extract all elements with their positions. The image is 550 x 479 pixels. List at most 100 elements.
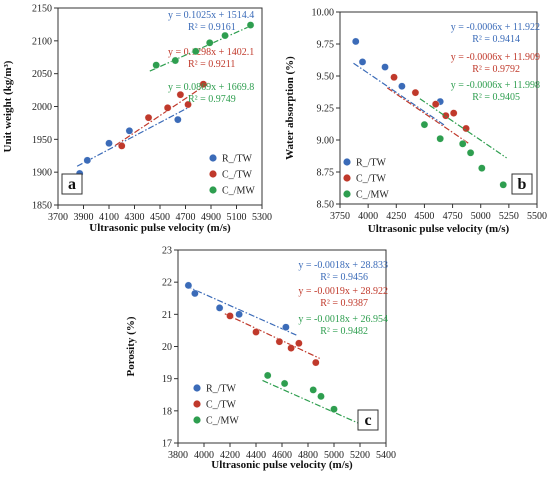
y-tick-label: 22 xyxy=(162,278,172,289)
equation-label: y = -0.0019x + 28.922 xyxy=(298,286,388,297)
legend-entry: C_/TW xyxy=(356,174,387,185)
data-point xyxy=(499,180,508,189)
y-tick-label: 8.50 xyxy=(317,200,335,211)
x-axis-title: Ultrasonic pulse velocity (m/s) xyxy=(211,459,353,471)
panel-letter: a xyxy=(68,176,76,193)
r-squared-label: R² = 0.9482 xyxy=(320,326,368,337)
data-point xyxy=(309,386,318,394)
x-tick-label: 4750 xyxy=(443,211,463,222)
r-squared-label: R² = 0.9405 xyxy=(472,92,520,103)
data-point xyxy=(330,405,338,414)
y-axis-title: Water absorption (%) xyxy=(284,56,296,160)
y-tick-label: 2100 xyxy=(32,36,52,47)
data-point xyxy=(436,134,444,143)
data-point xyxy=(317,392,325,401)
trend-line xyxy=(262,379,366,427)
data-point xyxy=(152,61,160,69)
data-point xyxy=(205,39,214,47)
y-tick-label: 9.25 xyxy=(317,104,335,115)
data-point xyxy=(458,140,467,148)
data-point xyxy=(462,124,470,133)
y-tick-label: 19 xyxy=(162,374,172,385)
data-point xyxy=(442,111,450,120)
data-point xyxy=(221,31,229,40)
data-point xyxy=(215,304,224,312)
trend-line xyxy=(76,107,189,167)
data-point xyxy=(125,126,134,135)
r-squared-label: R² = 0.9456 xyxy=(320,272,368,283)
x-tick-label: 4700 xyxy=(176,212,196,223)
x-tick-label: 4900 xyxy=(201,212,221,223)
y-axis-title: Porosity (%) xyxy=(125,316,137,376)
y-tick-label: 20 xyxy=(162,342,172,353)
data-point xyxy=(184,281,193,290)
plot-frame xyxy=(177,249,387,444)
y-tick-label: 2000 xyxy=(32,102,52,113)
legend-entry: R_/TW xyxy=(356,158,387,169)
chart-panel-b: 3750 4000 4250 4500 4750 5000 5250 5500 8.50 8.75… xyxy=(284,8,547,236)
legend-marker xyxy=(193,416,201,424)
data-point xyxy=(398,82,406,91)
data-point xyxy=(282,323,290,332)
x-tick-label: 5250 xyxy=(499,211,519,222)
x-tick-label: 5100 xyxy=(227,212,247,223)
data-point xyxy=(263,371,272,380)
legend-entry: C_/MW xyxy=(206,416,239,427)
data-point xyxy=(184,100,192,109)
legend-marker xyxy=(193,400,201,408)
data-point xyxy=(252,328,260,336)
data-point xyxy=(466,148,475,157)
y-tick-label: 18 xyxy=(162,406,172,417)
data-point xyxy=(117,142,126,150)
data-point xyxy=(295,339,303,348)
equation-label: y = 0.0869x + 1669.8 xyxy=(168,82,254,93)
legend-marker xyxy=(343,190,351,198)
data-point xyxy=(83,156,92,165)
legend-marker xyxy=(193,384,201,392)
y-tick-label: 10.00 xyxy=(312,8,335,19)
chart-panel-c: 3800 4000 4200 4400 4600 4800 5000 5200 5400 17 18… xyxy=(125,246,396,472)
x-tick-label: 5000 xyxy=(324,450,344,461)
y-tick-label: 9.00 xyxy=(317,136,335,147)
equation-label: y = 0.1298x + 1402.1 xyxy=(168,47,254,58)
data-point xyxy=(280,379,289,388)
r-squared-label: R² = 0.9211 xyxy=(188,59,235,70)
x-axis-title: Ultrasonic pulse velocity (m/s) xyxy=(368,223,510,235)
trend-line xyxy=(185,285,298,337)
x-tick-label: 5000 xyxy=(471,211,491,222)
y-tick-label: 1950 xyxy=(32,135,52,146)
panel-letter-box xyxy=(511,173,533,195)
y-tick-label: 9.75 xyxy=(317,40,335,51)
data-point xyxy=(105,139,113,148)
equation-label: y = -0.0006x + 11.998 xyxy=(451,80,540,91)
x-tick-label: 3700 xyxy=(48,212,68,223)
data-point xyxy=(226,312,234,320)
y-axis-title: Unit weight (kg/m³) xyxy=(2,60,14,152)
r-squared-label: R² = 0.9749 xyxy=(188,94,236,105)
x-tick-label: 5500 xyxy=(527,211,547,222)
x-tick-label: 3750 xyxy=(330,211,350,222)
y-tick-label: 1900 xyxy=(32,168,52,179)
legend-marker xyxy=(209,170,217,178)
x-tick-label: 4100 xyxy=(99,212,119,223)
legend-marker xyxy=(209,154,217,162)
trend-line xyxy=(353,62,446,126)
equation-label: y = -0.0006x + 11.922 xyxy=(451,22,540,33)
x-tick-label: 5300 xyxy=(252,212,272,223)
x-tick-label: 3800 xyxy=(168,450,188,461)
legend-entry: C_/MW xyxy=(222,186,255,197)
y-tick-label: 17 xyxy=(162,439,172,450)
data-point xyxy=(449,109,458,117)
trend-line xyxy=(386,87,470,145)
y-tick-label: 21 xyxy=(162,310,172,321)
plot-frame xyxy=(339,11,538,205)
trend-line xyxy=(115,82,209,146)
y-tick-label: 23 xyxy=(162,246,172,257)
equation-label: y = -0.0018x + 26.954 xyxy=(298,314,388,325)
trend-line xyxy=(149,24,254,72)
data-point xyxy=(144,113,153,122)
equation-label: y = -0.0018x + 28.833 xyxy=(298,260,388,271)
data-point xyxy=(191,47,200,56)
data-point xyxy=(171,56,180,65)
